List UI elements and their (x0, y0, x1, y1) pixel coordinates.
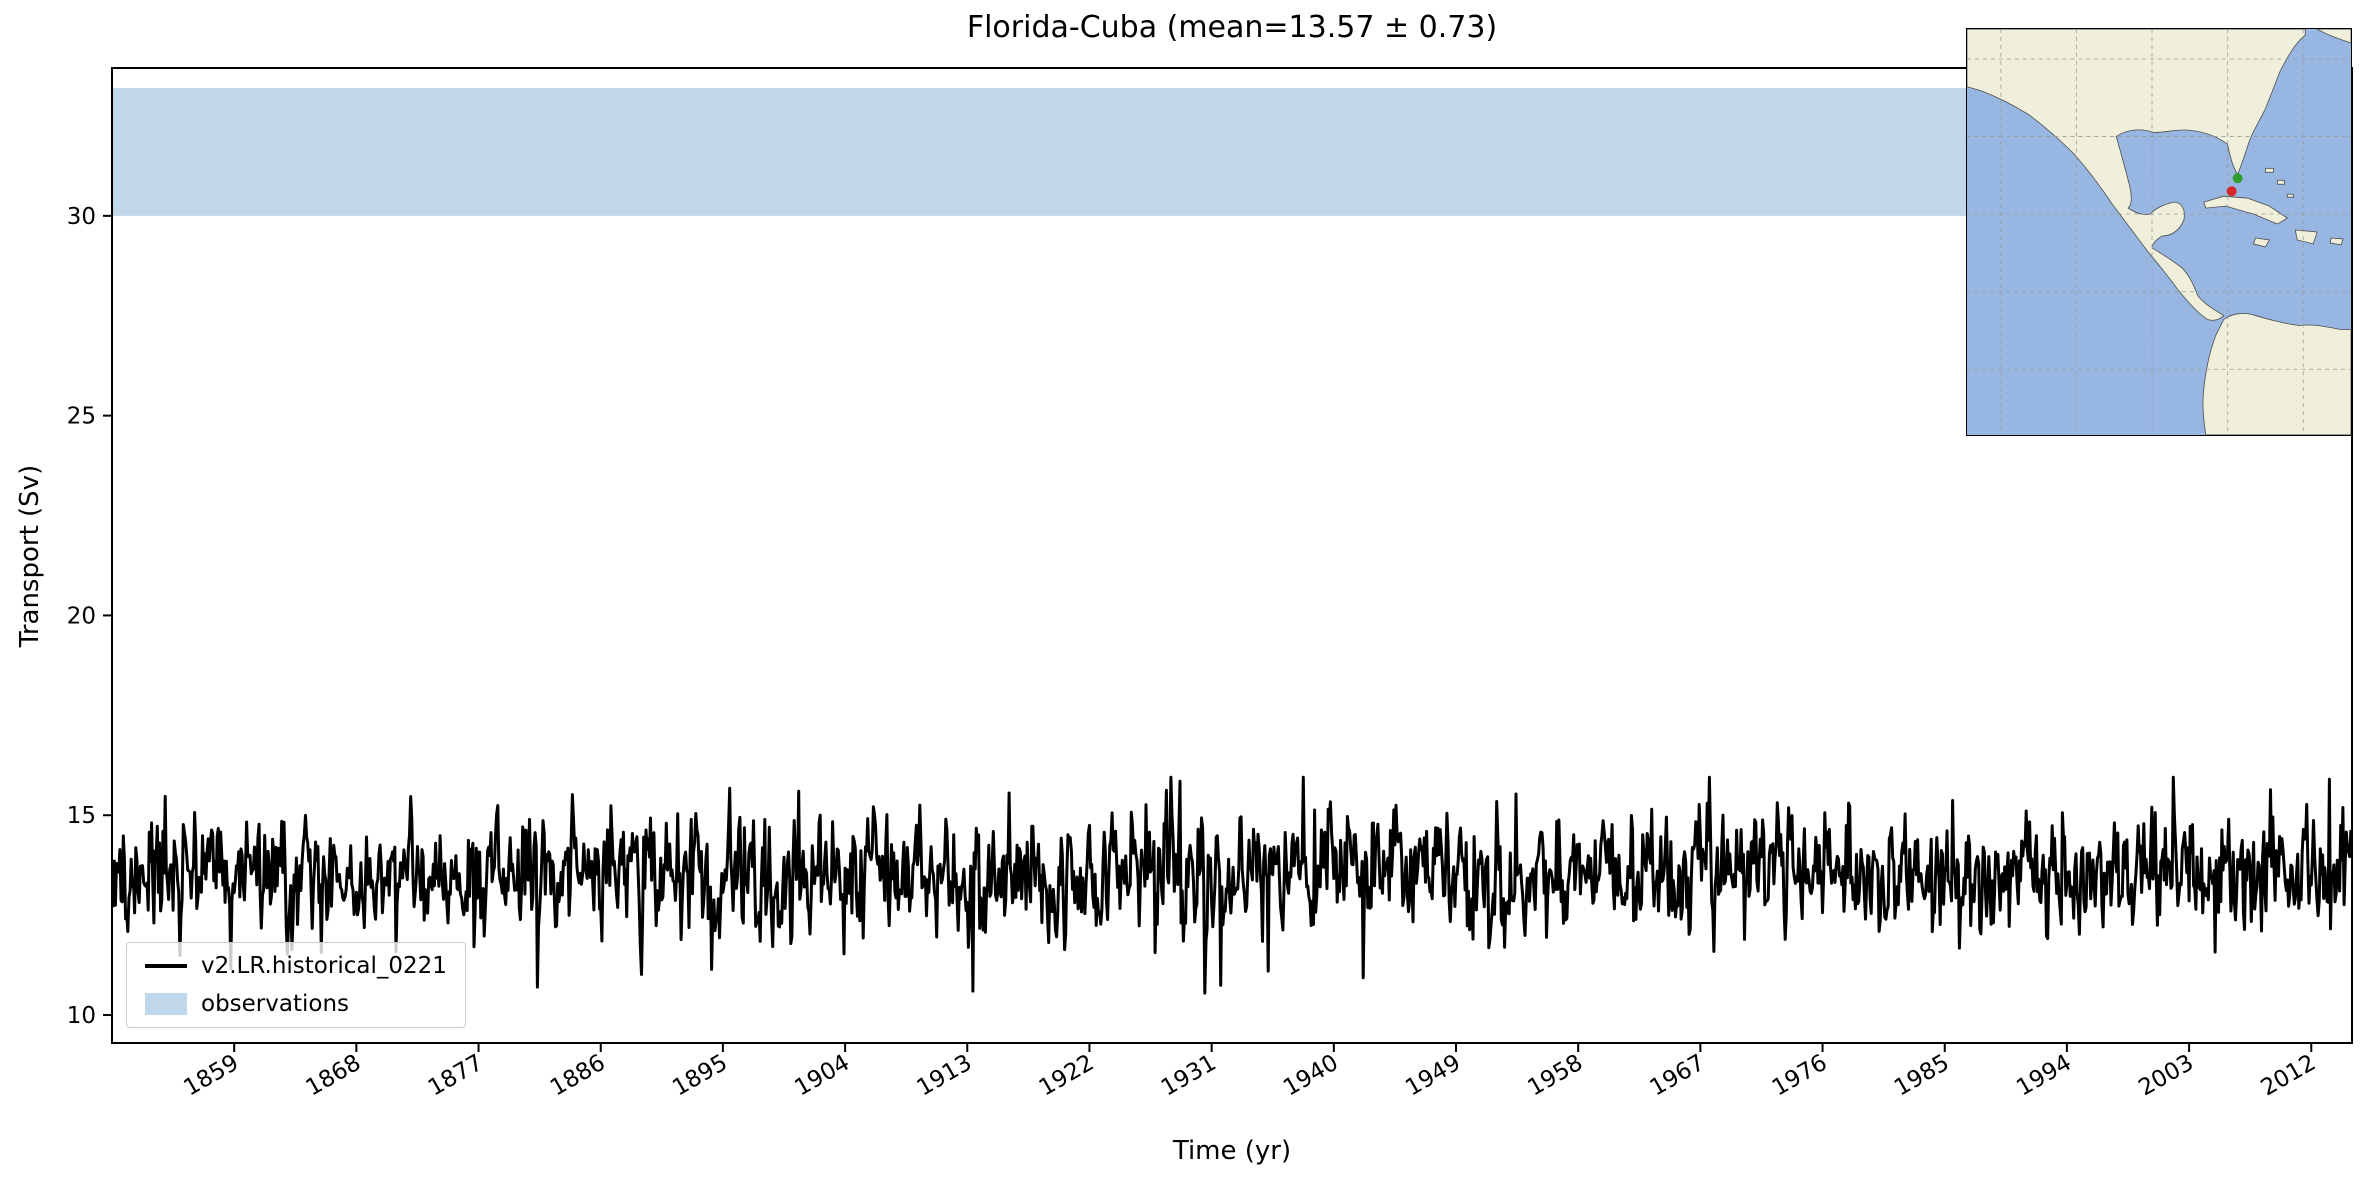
inset-map (1966, 28, 2352, 436)
x-tick-label: 2012 (2257, 1050, 2321, 1102)
x-tick-label: 1859 (179, 1050, 243, 1102)
x-tick-label: 1895 (668, 1050, 732, 1102)
legend-label-observations: observations (201, 991, 350, 1017)
x-tick-label: 1949 (1401, 1050, 1465, 1102)
map-island-bahamas-1 (2265, 167, 2274, 173)
legend-label-model: v2.LR.historical_0221 (201, 953, 447, 979)
map-island-puerto-rico (2329, 237, 2344, 246)
x-tick-label: 1994 (2012, 1050, 2076, 1102)
x-tick-label: 1931 (1157, 1050, 1221, 1102)
x-tick-label: 1877 (424, 1050, 488, 1102)
x-tick-label: 1886 (546, 1050, 610, 1102)
x-tick-label: 1976 (1768, 1050, 1832, 1102)
x-tick-label: 1922 (1035, 1050, 1099, 1102)
x-tick-label: 1958 (1523, 1050, 1587, 1102)
legend: v2.LR.historical_0221 observations (126, 942, 466, 1028)
legend-line-swatch (145, 964, 187, 968)
x-tick-label: 2003 (2134, 1050, 2198, 1102)
legend-item-observations: observations (145, 991, 447, 1017)
map-island-jamaica (2252, 237, 2271, 248)
x-tick-label: 1913 (913, 1050, 977, 1102)
y-tick-label: 15 (67, 803, 96, 829)
inset-map-svg (1967, 29, 2351, 435)
axes-frame (111, 67, 2353, 1044)
map-gridlines (1967, 29, 2351, 435)
map-land-south-america (2202, 313, 2351, 435)
y-tick-label: 25 (67, 404, 96, 430)
model-series-line (112, 775, 2352, 995)
y-tick-label: 20 (67, 603, 96, 629)
y-tick-label: 10 (67, 1003, 96, 1029)
map-island-cuba (2203, 195, 2289, 225)
map-land-northeast-corner (2316, 29, 2351, 44)
cuba-endpoint-marker (2226, 186, 2237, 197)
map-island-bahamas-3 (2286, 193, 2294, 198)
chart-title: Florida-Cuba (mean=13.57 ± 0.73) (966, 10, 1498, 45)
x-tick-label: 1904 (790, 1050, 854, 1102)
map-island-bahamas-2 (2276, 179, 2285, 185)
x-tick-label: 1985 (1890, 1050, 1954, 1102)
x-tick-label: 1967 (1646, 1050, 1710, 1102)
map-island-hispaniola (2294, 229, 2318, 245)
x-tick-label: 1868 (302, 1050, 366, 1102)
x-axis-label: Time (yr) (1172, 1136, 1292, 1166)
legend-patch-swatch (145, 993, 187, 1015)
y-tick-label: 30 (67, 204, 96, 230)
florida-endpoint-marker (2232, 173, 2243, 184)
x-tick-label: 1940 (1279, 1050, 1343, 1102)
legend-item-model: v2.LR.historical_0221 (145, 953, 447, 979)
